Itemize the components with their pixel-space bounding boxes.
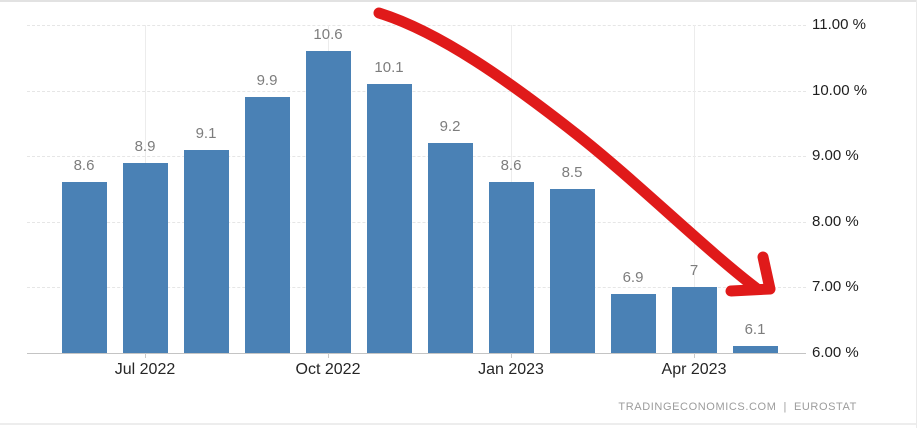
x-axis-tick-label: Jan 2023 bbox=[478, 361, 544, 378]
x-axis-tick-label: Jul 2022 bbox=[114, 361, 176, 378]
x-axis-tick bbox=[694, 353, 695, 358]
y-axis-tick-label: 9.00 % bbox=[812, 147, 859, 165]
bar bbox=[122, 162, 168, 353]
x-axis-tick bbox=[328, 353, 329, 358]
x-axis-tick bbox=[145, 353, 146, 358]
bar bbox=[732, 346, 778, 353]
y-axis-tick-label: 6.00 % bbox=[812, 344, 859, 361]
y-axis-tick-label: 11.00 % bbox=[812, 16, 866, 33]
data-provider: EUROSTAT bbox=[793, 401, 857, 413]
bar-value-label: 9.1 bbox=[195, 124, 217, 142]
gridline-h bbox=[27, 353, 806, 354]
bar-value-label: 8.6 bbox=[73, 157, 95, 175]
site-credit: TRADINGECONOMICS.COM bbox=[618, 401, 777, 413]
attribution-footer: TRADINGECONOMICS.COM | EUROSTAT bbox=[618, 401, 857, 413]
bar-value-label: 6.1 bbox=[744, 321, 766, 339]
x-axis-tick-label: Oct 2022 bbox=[295, 361, 361, 378]
footer-separator: | bbox=[783, 401, 787, 413]
x-axis-tick-label: Apr 2023 bbox=[661, 361, 727, 378]
bar bbox=[610, 293, 656, 353]
bar bbox=[61, 182, 107, 353]
bar bbox=[671, 287, 717, 353]
bar bbox=[244, 97, 290, 353]
y-axis-tick-label: 8.00 % bbox=[812, 212, 859, 230]
top-divider bbox=[0, 0, 917, 2]
y-axis-tick-label: 7.00 % bbox=[812, 278, 859, 296]
bar bbox=[183, 149, 229, 353]
bottom-divider bbox=[0, 423, 917, 425]
bar bbox=[305, 51, 351, 353]
bar-value-label: 9.9 bbox=[256, 72, 278, 90]
y-axis-tick-label: 10.00 % bbox=[812, 81, 868, 99]
x-axis-tick bbox=[511, 353, 512, 358]
bar-value-label: 8.9 bbox=[134, 137, 156, 155]
bar-value-label: 10.6 bbox=[313, 26, 343, 44]
